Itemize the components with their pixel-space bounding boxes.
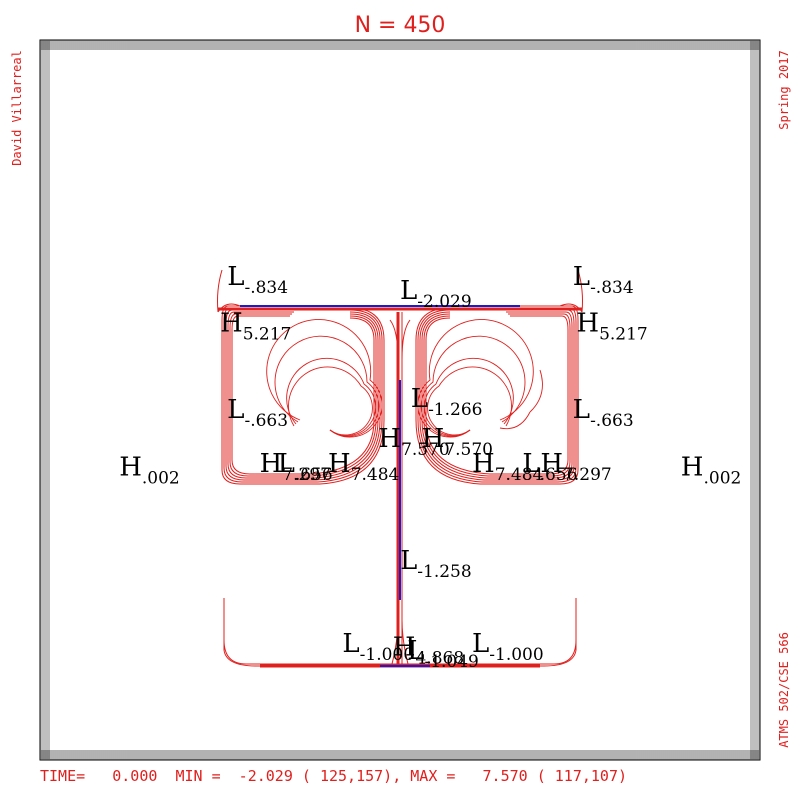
author-label: David Villarreal <box>10 50 24 166</box>
contour-left-band <box>225 309 381 481</box>
extrema-labels: L-.834 L-.834 L-2.029 H5.217 H5.217 L-.663 L-.… <box>119 262 741 672</box>
extrema-label: H7.297 <box>540 449 611 485</box>
extrema-label: H7.484 <box>472 449 543 485</box>
contour-right-hook <box>559 269 583 313</box>
contour-right-band <box>419 309 575 481</box>
extrema-label: L-.834 <box>573 262 634 298</box>
extrema-label: H7.570 <box>378 424 449 460</box>
contour-right-spiral <box>417 319 534 438</box>
contour-stem-top <box>389 319 411 361</box>
contour-right-spiral <box>420 335 526 437</box>
extrema-label: L.656 <box>522 449 577 485</box>
extrema-label: L-1.049 <box>407 636 479 672</box>
extrema-label: H5.217 <box>220 309 291 345</box>
plot-title: N = 450 <box>355 13 446 38</box>
contour-left-band <box>229 313 377 477</box>
contour-right-spiral <box>427 366 512 436</box>
extrema-label: L-1.000 <box>342 629 414 665</box>
contour-right-spiral-tail <box>529 369 543 413</box>
extrema-label: L-1.266 <box>411 384 483 420</box>
contour-bottom-bracket <box>223 598 577 665</box>
contour-right-band <box>423 313 571 477</box>
extrema-label: H5.217 <box>576 309 647 345</box>
plot-frame <box>39 39 761 761</box>
contour-right-band <box>421 311 573 479</box>
term-label: Spring 2017 <box>777 50 791 129</box>
contour-right-band <box>417 307 577 483</box>
extrema-label: H.002 <box>681 453 742 489</box>
extrema-label: L.656 <box>278 449 333 485</box>
contour-left-band <box>227 311 379 479</box>
contour-right-band <box>425 315 569 475</box>
contour-left-spiral <box>286 357 377 437</box>
extrema-label: H7.484 <box>328 449 399 485</box>
contour-lines <box>217 269 583 668</box>
contour-left-band <box>223 307 383 483</box>
course-label: ATMS 502/CSE 566 <box>777 632 791 748</box>
footer-status: TIME= 0.000 MIN = -2.029 ( 125,157), MAX… <box>40 767 627 785</box>
contour-right-spiral-tail <box>499 411 531 430</box>
contour-left-spiral <box>274 335 380 437</box>
contour-stem-bottom <box>391 619 409 665</box>
contour-left-band <box>231 315 375 475</box>
contour-right-spiral <box>423 357 514 437</box>
contour-left-band <box>221 305 385 485</box>
extrema-label: L-.663 <box>573 395 634 431</box>
contour-left-spiral <box>288 366 373 436</box>
extrema-label: H4.868 <box>393 633 464 669</box>
extrema-label: H7.297 <box>260 449 331 485</box>
extrema-label: L-1.258 <box>400 546 472 582</box>
extrema-label: L-.834 <box>227 262 288 298</box>
contour-left-hook <box>217 269 241 313</box>
extrema-label: L-.663 <box>227 395 288 431</box>
extrema-label: H.002 <box>119 453 180 489</box>
extrema-label: L-1.000 <box>472 629 544 665</box>
contour-left-spiral <box>266 319 383 438</box>
contour-right-band <box>415 305 579 485</box>
extrema-label: L-2.029 <box>400 276 472 312</box>
extrema-label: H7.570 <box>422 424 493 460</box>
